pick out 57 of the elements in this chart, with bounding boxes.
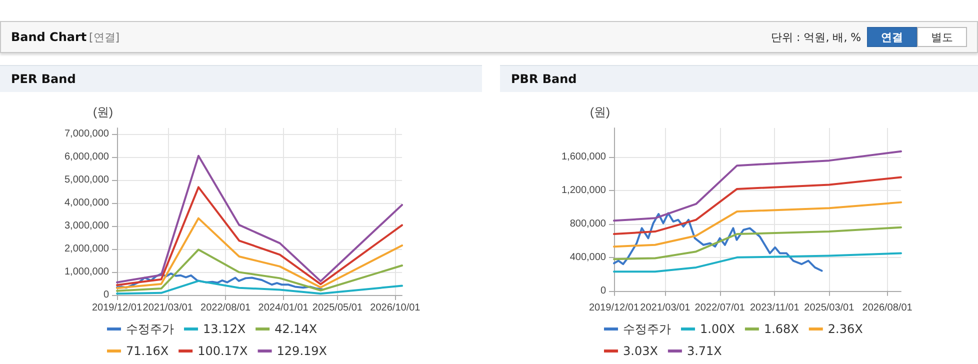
legend-label: 2.36X xyxy=(828,322,863,336)
line-series xyxy=(613,252,902,273)
x-tick-label: 2024/01/01 xyxy=(258,302,309,314)
line-series xyxy=(613,201,902,248)
y-tick-label: 0 xyxy=(600,285,606,296)
line-series xyxy=(116,186,403,286)
line-series xyxy=(613,212,823,272)
x-tick-label: 2023/11/01 xyxy=(750,302,800,314)
legend-label: 13.12X xyxy=(203,322,246,336)
x-tick-label: 2022/08/01 xyxy=(200,302,252,314)
legend-label: 1.00X xyxy=(700,322,735,336)
x-tick-label: 2025/05/01 xyxy=(312,302,363,314)
line-series xyxy=(116,248,403,292)
line-series xyxy=(116,217,403,290)
y-tick-label: 3,000,000 xyxy=(64,220,110,232)
y-tick-label: 2,000,000 xyxy=(64,243,110,254)
legend-label: 3.71X xyxy=(686,344,722,358)
y-tick-label: 400,000 xyxy=(570,252,606,263)
y-tick-label: 7,000,000 xyxy=(64,128,110,140)
y-axis-title: (원) xyxy=(93,105,113,119)
legend-label: 100.17X xyxy=(198,344,248,358)
legend-label: 수정주가 xyxy=(623,322,671,336)
x-tick-label: 2021/03/01 xyxy=(640,302,691,314)
legend-label: 3.03X xyxy=(623,344,658,358)
text: 연결 xyxy=(867,27,917,47)
x-tick-label: 2025/03/01 xyxy=(804,302,855,314)
legend-label: 수정주가 xyxy=(126,322,174,336)
line-series xyxy=(116,154,403,284)
legend-label: 71.16X xyxy=(126,344,169,358)
y-axis-title: (원) xyxy=(590,105,610,119)
legend-label: 129.19X xyxy=(276,344,327,358)
text: [연결] xyxy=(89,30,120,45)
chart-title: PBR Band xyxy=(500,65,978,92)
y-tick-label: 0 xyxy=(103,290,110,300)
legend-label: 1.68X xyxy=(764,322,799,336)
y-tick-label: 1,200,000 xyxy=(562,185,606,196)
line-series xyxy=(116,272,324,290)
y-tick-label: 1,600,000 xyxy=(562,152,606,163)
y-tick-label: 1,000,000 xyxy=(64,266,110,278)
line-series xyxy=(613,150,902,222)
legend-label: 42.14X xyxy=(274,322,318,336)
text: Band Chart xyxy=(11,30,87,44)
text: 별도 xyxy=(917,27,967,47)
text: 단위 : 억원, 배, % xyxy=(771,30,862,45)
line-series xyxy=(613,176,902,236)
y-tick-label: 4,000,000 xyxy=(64,197,110,208)
line-series xyxy=(613,226,902,260)
y-tick-label: 6,000,000 xyxy=(64,151,110,162)
x-tick-label: 2019/12/01 xyxy=(588,302,640,314)
chart-title: PER Band xyxy=(0,65,482,92)
y-tick-label: 5,000,000 xyxy=(64,174,110,186)
y-tick-label: 800,000 xyxy=(570,218,606,230)
x-tick-label: 2022/07/01 xyxy=(694,302,746,314)
x-tick-label: 2021/03/01 xyxy=(142,302,194,314)
x-tick-label: 2026/08/01 xyxy=(862,302,913,314)
x-tick-label: 2026/10/01 xyxy=(370,302,421,314)
x-tick-label: 2019/12/01 xyxy=(92,302,142,314)
